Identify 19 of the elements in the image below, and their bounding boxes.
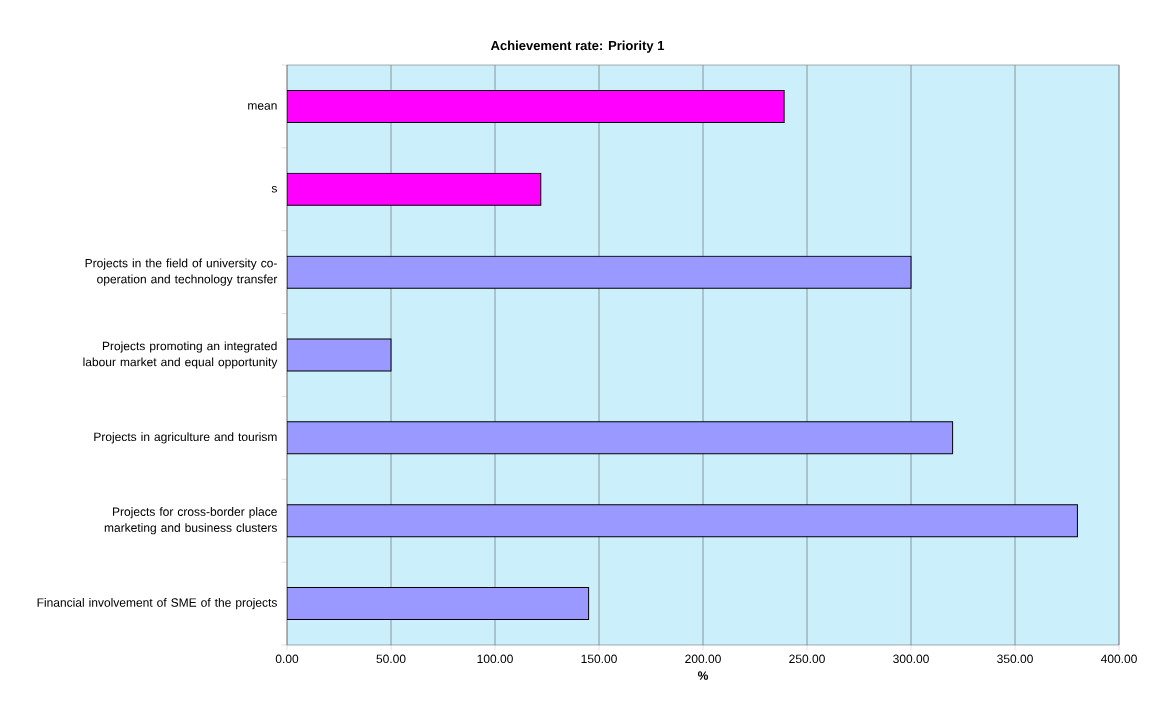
y-tick-label: Financial involvement of SME of the projects <box>37 597 277 610</box>
y-tick-label: Projects promoting an integrated labour market and equal opportunity <box>83 341 278 369</box>
x-tick-label: 300.00 <box>893 654 929 664</box>
x-tick-label: 350.00 <box>997 654 1033 664</box>
chart-title: Achievement rate: Priority 1 <box>490 40 665 53</box>
y-tick-label: Projects in agriculture and tourism <box>94 432 277 444</box>
x-tick-label: 150.00 <box>581 654 617 664</box>
bar <box>287 172 542 206</box>
x-tick-label: 200.00 <box>685 654 721 664</box>
x-tick-label: 250.00 <box>789 654 825 664</box>
x-tick-label: 100.00 <box>477 654 513 664</box>
y-tick-label: s <box>271 186 277 193</box>
x-tick-label: 0.00 <box>275 654 299 664</box>
x-tick-label: 400.00 <box>1100 654 1137 664</box>
x-tick-label: 50.00 <box>376 654 406 664</box>
y-tick-label: mean <box>248 103 277 110</box>
y-tick-label: Projects in the field of university co-operation and technology transfer <box>85 258 278 286</box>
y-tick-label: Projects for cross-border place marketing and business clusters <box>104 507 277 535</box>
x-axis-title: % <box>697 671 709 680</box>
